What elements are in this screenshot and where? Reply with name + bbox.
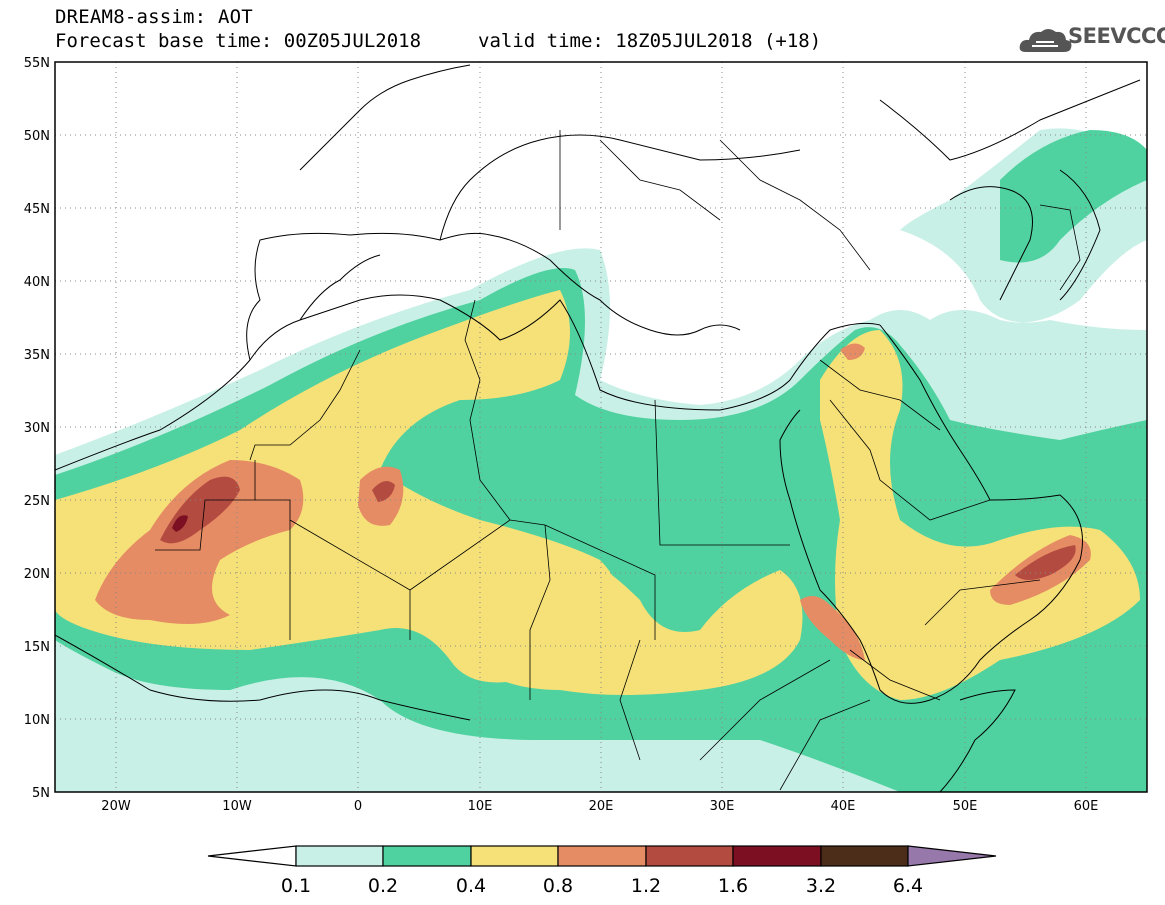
aot-contour-1.6	[172, 515, 188, 532]
colorbar-bin	[295, 845, 384, 867]
lon-tick-label: 0	[354, 799, 362, 814]
aot-contour-0.2-caspian	[1000, 130, 1147, 263]
lat-axis: 5N 10N 15N 20N 25N 30N 35N 40N 45N 50N 5…	[24, 56, 50, 801]
lat-tick-label: 25N	[24, 494, 50, 509]
lon-tick-label: 10E	[468, 799, 493, 814]
aot-contour-0.8-sudan	[800, 596, 865, 660]
lat-tick-label: 35N	[24, 348, 50, 363]
lon-axis: 20W 10W 0 10E 20E 30E 40E 50E 60E	[101, 799, 1098, 814]
colorbar-bin	[732, 845, 822, 867]
lat-tick-label: 20N	[24, 567, 50, 582]
borders	[155, 130, 1081, 791]
colorbar-bin	[820, 845, 909, 867]
lat-tick-label: 55N	[24, 56, 50, 71]
lat-tick-label: 50N	[24, 129, 50, 144]
colorbar-bin	[557, 845, 647, 867]
aot-contour-0.8-iraq	[840, 343, 865, 360]
colorbar-level-label: 1.6	[718, 875, 748, 897]
aot-contour-0.4-arabia	[820, 330, 1140, 700]
graticule	[55, 62, 1147, 792]
lon-tick-label: 30E	[710, 799, 735, 814]
lat-tick-label: 15N	[24, 640, 50, 655]
lon-tick-label: 60E	[1074, 799, 1099, 814]
colorbar-level-label: 0.8	[543, 875, 573, 897]
colorbar-level-label: 6.4	[893, 875, 923, 897]
coastlines	[55, 64, 1141, 792]
map-frame	[54, 61, 1148, 793]
colorbar-over-triangle	[907, 845, 997, 867]
lon-tick-label: 40E	[831, 799, 856, 814]
cloud-icon	[1019, 29, 1072, 52]
colorbar-bin	[645, 845, 734, 867]
colorbar-level-label: 0.1	[281, 875, 311, 897]
colorbar-level-label: 1.2	[631, 875, 661, 897]
lat-tick-label: 5N	[32, 786, 50, 801]
forecast-base-time: Forecast base time: 00Z05JUL2018	[55, 30, 422, 52]
aot-contour-1.2-oman	[1015, 545, 1076, 580]
lat-tick-label: 45N	[24, 202, 50, 217]
lon-tick-label: 50E	[953, 799, 978, 814]
colorbar-level-label: 0.2	[368, 875, 398, 897]
colorbar-labels: 0.1 0.2 0.4 0.8 1.2 1.6 3.2 6.4	[281, 875, 923, 897]
colorbar	[207, 845, 997, 867]
colorbar-level-label: 0.4	[456, 875, 486, 897]
colorbar-bin	[382, 845, 472, 867]
colorbar-bin	[470, 845, 559, 867]
aot-contour-0.8-westsahara	[95, 460, 304, 624]
lat-tick-label: 10N	[24, 713, 50, 728]
lon-tick-label: 20W	[101, 799, 131, 814]
logo-text: SEEVCCC	[1068, 24, 1165, 48]
lat-tick-label: 30N	[24, 421, 50, 436]
lat-tick-label: 40N	[24, 275, 50, 290]
valid-time: valid time: 18Z05JUL2018 (+18)	[478, 30, 822, 52]
lon-tick-label: 10W	[222, 799, 252, 814]
aot-contour-1.2-algeria	[372, 481, 395, 502]
aot-contour-0.4-sahel	[470, 544, 803, 695]
plot-title: DREAM8-assim: AOT	[55, 6, 253, 28]
colorbar-under-triangle	[207, 845, 297, 867]
lon-tick-label: 20E	[589, 799, 614, 814]
colorbar-level-label: 3.2	[806, 875, 836, 897]
